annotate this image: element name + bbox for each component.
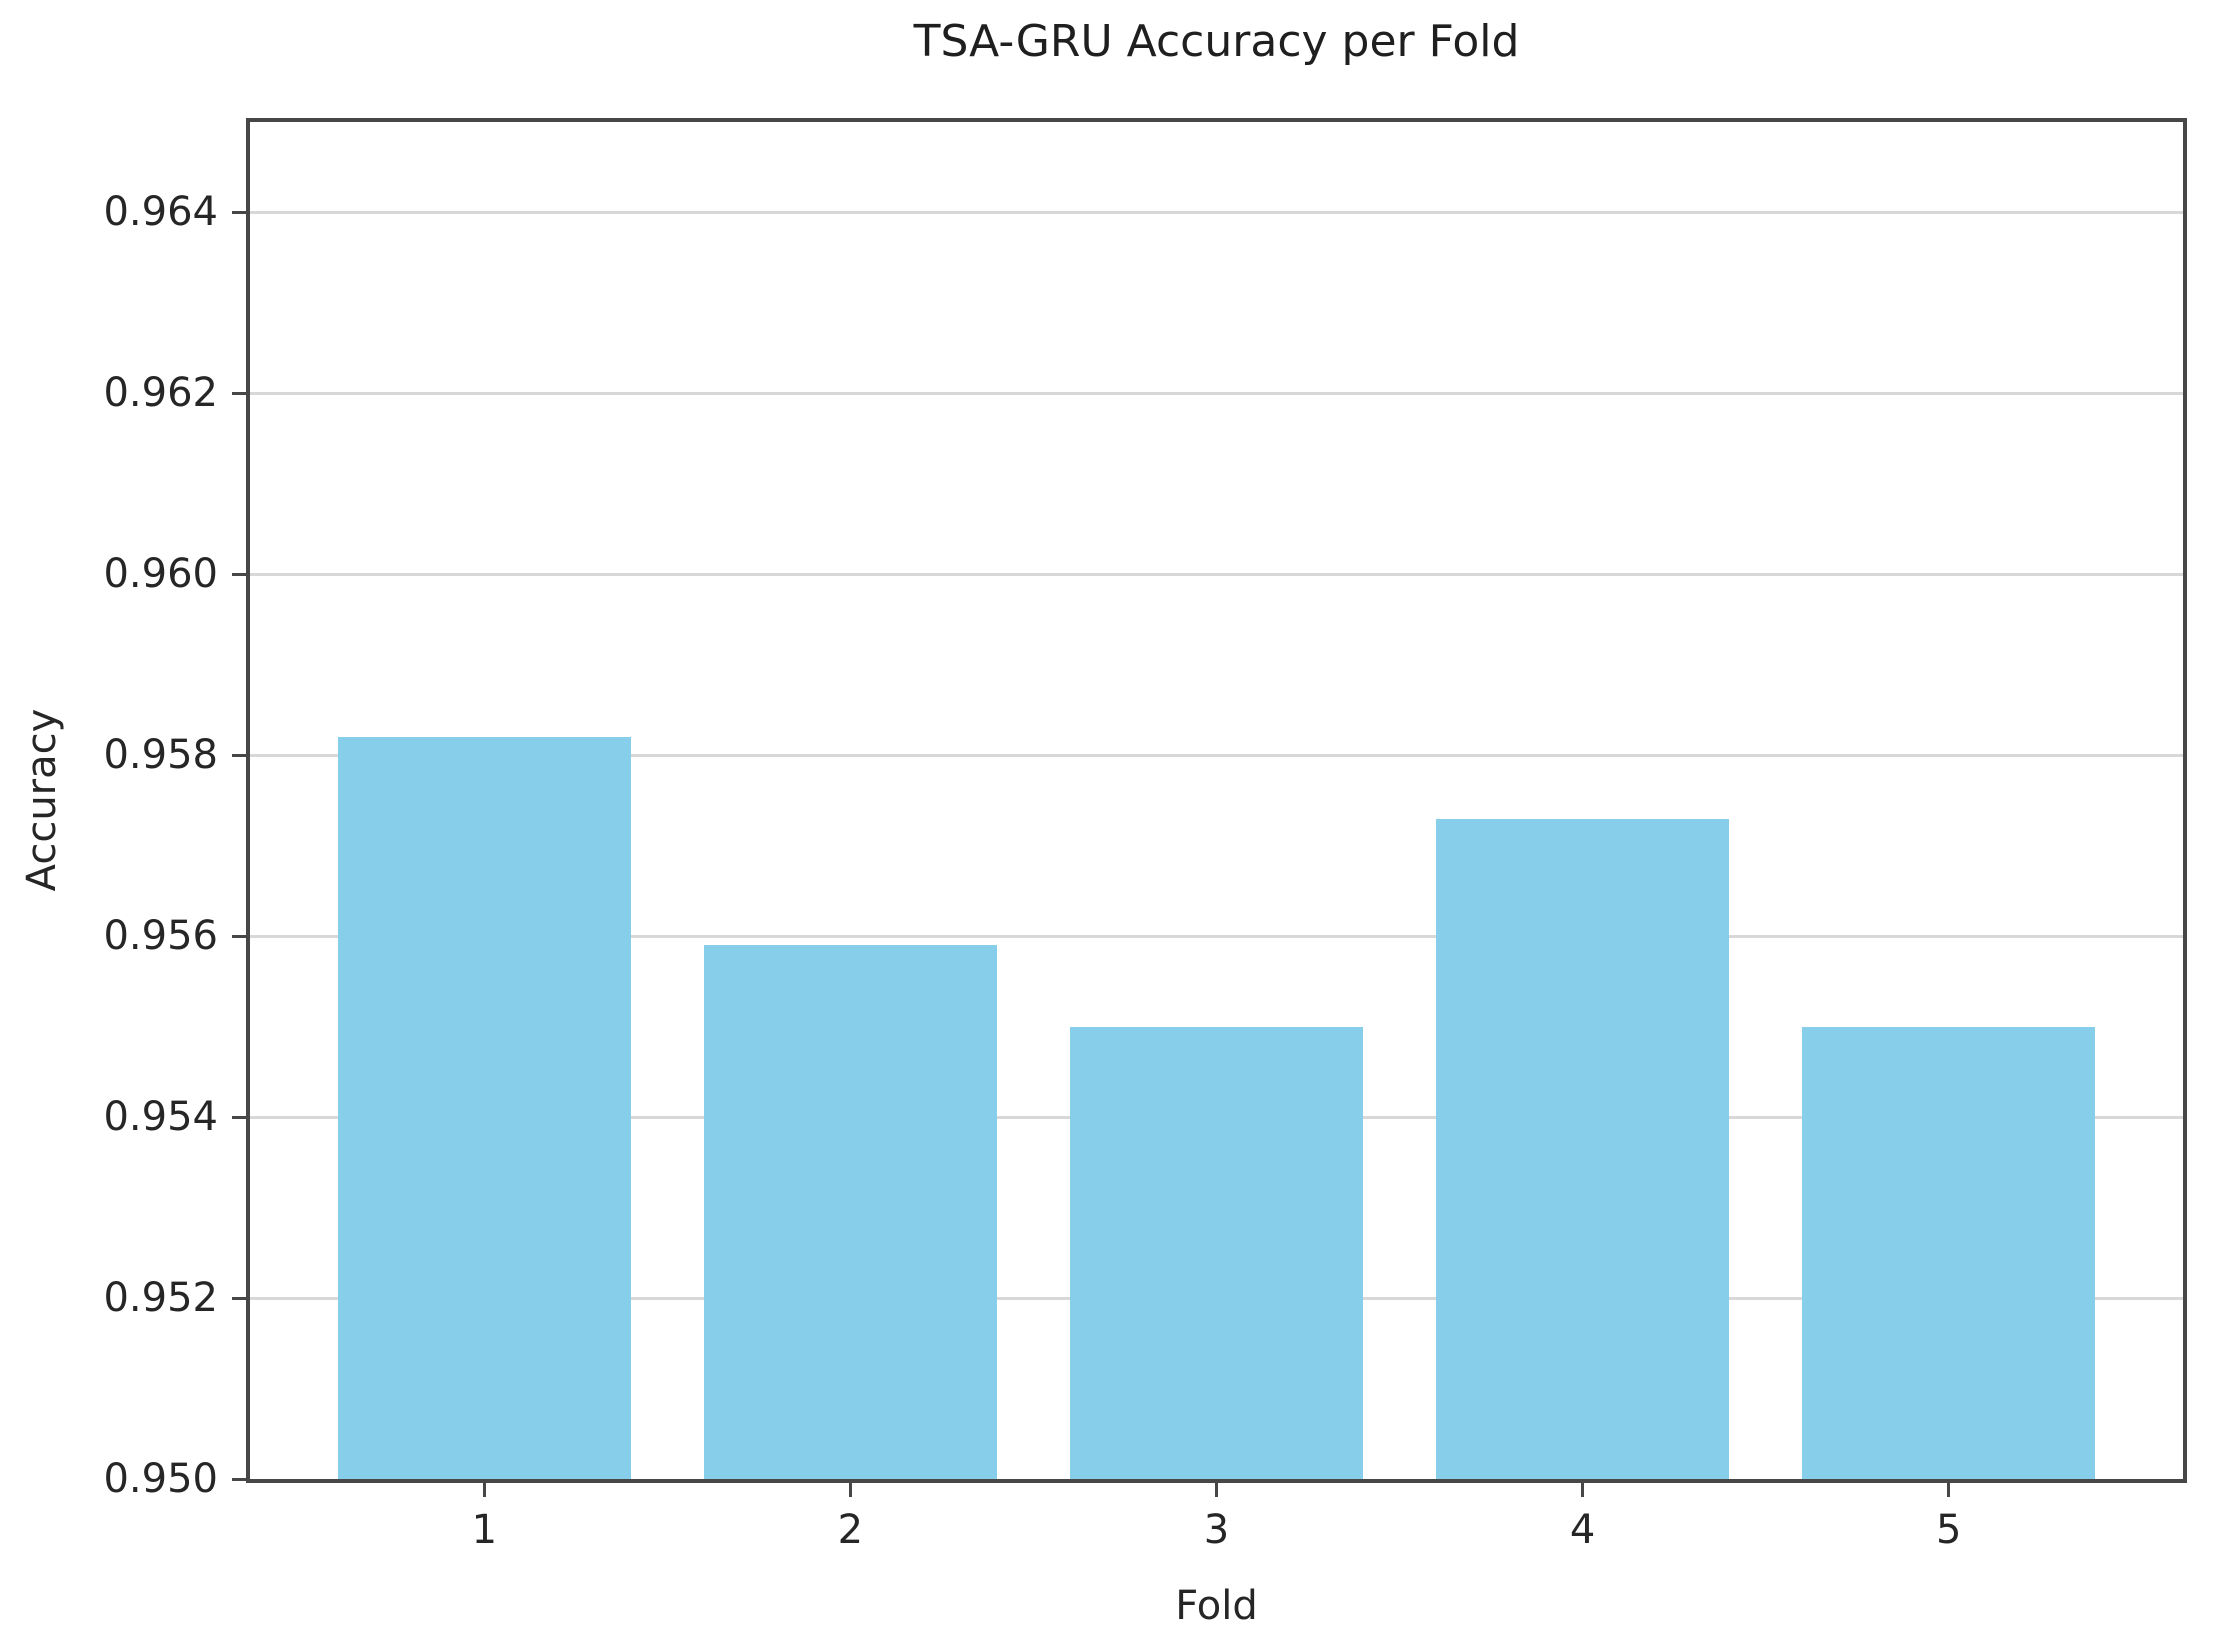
- y-tick-mark: [232, 753, 246, 757]
- x-tick-label: 3: [1203, 1507, 1230, 1553]
- y-tick-mark: [232, 1115, 246, 1119]
- bar-fold-5: [1802, 1026, 2096, 1479]
- bar-fold-3: [1070, 1026, 1363, 1479]
- x-tick-label: 5: [1935, 1507, 1962, 1553]
- y-tick-label: 0.952: [103, 1275, 218, 1322]
- y-tick-label: 0.950: [103, 1456, 218, 1502]
- y-tick-label: 0.960: [103, 551, 218, 598]
- gridline: [250, 934, 2183, 938]
- bar-fold-2: [703, 945, 997, 1479]
- y-tick-label: 0.956: [103, 913, 218, 960]
- bar-fold-1: [337, 737, 631, 1479]
- x-tick-label: 2: [837, 1507, 864, 1553]
- y-tick-mark: [232, 1477, 246, 1481]
- x-tick-label: 4: [1569, 1507, 1596, 1553]
- y-tick-label: 0.954: [103, 1094, 218, 1141]
- x-tick-mark: [1581, 1483, 1585, 1497]
- gridline: [250, 391, 2183, 395]
- y-tick-label: 0.958: [103, 732, 218, 779]
- y-tick-label: 0.964: [103, 189, 218, 236]
- y-axis-label: Accuracy: [19, 708, 65, 892]
- gridline: [250, 210, 2183, 214]
- gridline: [250, 572, 2183, 576]
- x-tick-mark: [1215, 1483, 1218, 1497]
- y-tick-mark: [232, 210, 246, 214]
- x-tick-label: 1: [471, 1507, 498, 1553]
- y-tick-label: 0.962: [103, 370, 218, 417]
- gridline: [250, 753, 2183, 757]
- y-tick-mark: [232, 934, 246, 938]
- y-tick-mark: [232, 391, 246, 395]
- x-tick-mark: [1947, 1483, 1951, 1497]
- plot-area: [246, 118, 2187, 1483]
- x-axis-label: Fold: [1175, 1583, 1258, 1629]
- x-tick-mark: [848, 1483, 852, 1497]
- bar-fold-4: [1436, 818, 1730, 1479]
- x-tick-mark: [482, 1483, 486, 1497]
- chart-title: TSA-GRU Accuracy per Fold: [913, 16, 1520, 67]
- y-tick-mark: [232, 1296, 246, 1300]
- y-tick-mark: [232, 572, 246, 576]
